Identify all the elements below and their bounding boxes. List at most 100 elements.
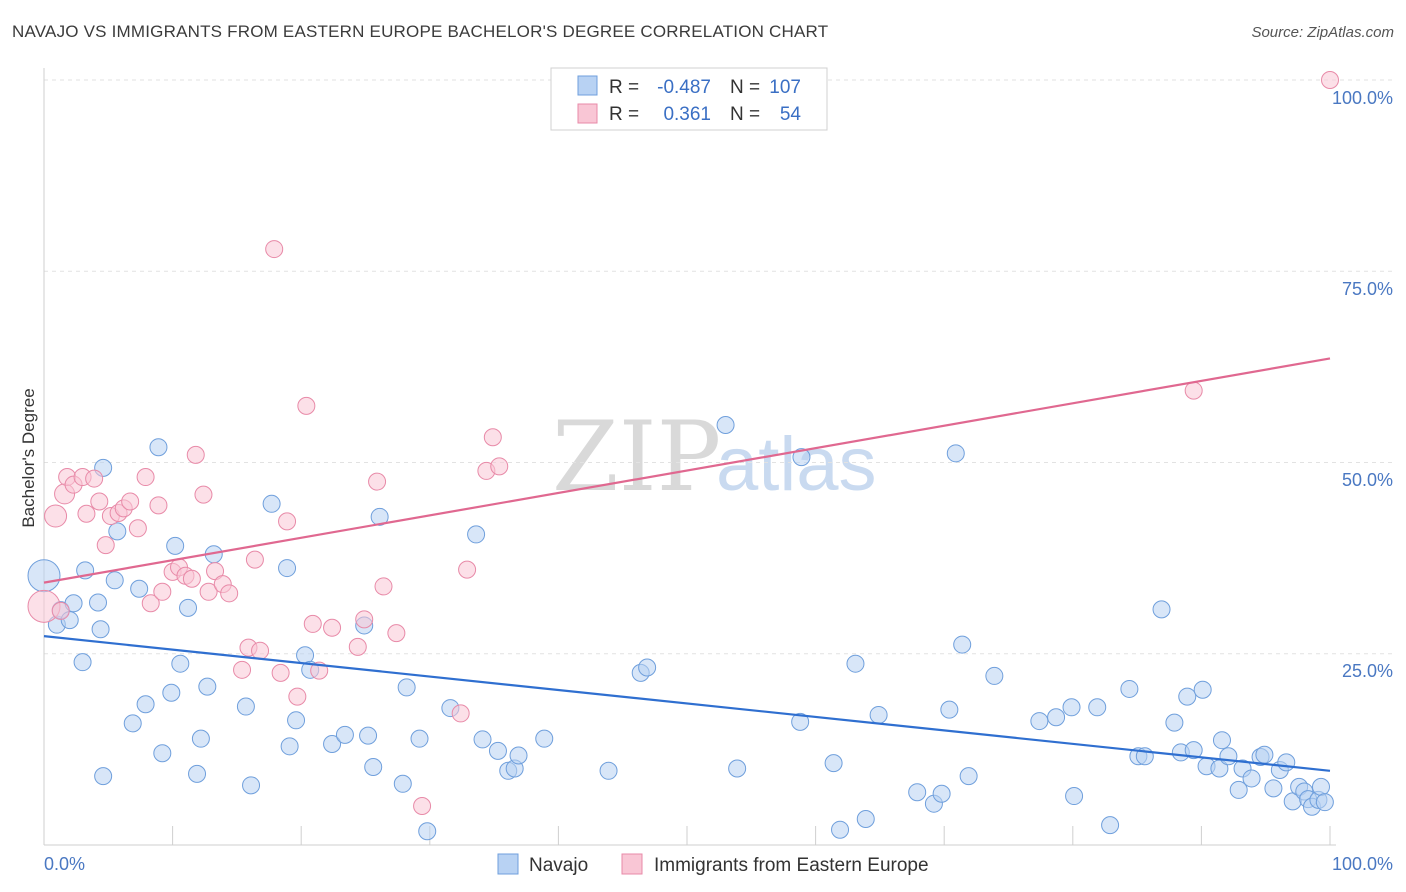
navajo-point [959,767,978,786]
navajo-point [846,654,865,673]
navajo-point [488,741,507,760]
navajo-point [1101,816,1120,835]
navajo-point [940,700,959,719]
immigrants-point [251,641,270,660]
immigrants-point [153,582,172,601]
navajo-point [1088,698,1107,717]
immigrants-point [194,485,213,504]
chart-title: NAVAJO VS IMMIGRANTS FROM EASTERN EUROPE… [12,22,829,41]
navajo-points [27,416,1334,841]
navajo-point [473,730,492,749]
immigrants-point [368,472,387,491]
navajo-point [410,729,429,748]
navajo-point [1219,747,1238,766]
navajo-point [638,658,657,677]
navajo-point [1193,680,1212,699]
navajo-point [370,507,389,526]
immigrants-point [128,519,147,538]
navajo-point [1184,741,1203,760]
source-label: Source: ZipAtlas.com [1251,24,1394,41]
immigrants-point [51,601,70,620]
correlation-legend: R = -0.487 N = 107 R = 0.361 N = 54 [550,67,828,131]
navajo-point [1311,777,1330,796]
navajo-point [359,726,378,745]
navajo-point [728,759,747,778]
navajo-point [73,653,92,672]
series-legend-swatch-navajo [497,853,519,875]
navajo-point [1315,793,1334,812]
navajo-point [1264,779,1283,798]
navajo-point [824,754,843,773]
navajo-point [1120,679,1139,698]
immigrants-point [265,240,284,259]
navajo-point [364,757,383,776]
immigrants-trend-line [43,357,1331,584]
navajo-point [153,744,172,763]
navajo-point [1062,698,1081,717]
legend-r-label: R = [609,104,639,125]
navajo-point [1065,787,1084,806]
navajo-point [791,712,810,731]
navajo-point [953,635,972,654]
trend-lines [43,357,1331,772]
immigrants-point [374,577,393,596]
immigrants-point [121,492,140,511]
navajo-point [262,494,281,513]
navajo-point [27,559,61,593]
immigrants-point [44,504,68,528]
x-tick-label: 0.0% [44,854,85,874]
navajo-point [130,579,149,598]
navajo-point [599,761,618,780]
y-axis-title: Bachelor's Degree [19,388,38,527]
series-legend-immigrants: Immigrants from Eastern Europe [654,855,929,876]
navajo-point [149,438,168,457]
immigrants-point [451,704,470,723]
immigrants-point [297,396,316,415]
immigrants-point [355,610,374,629]
immigrants-point [348,637,367,656]
immigrants-point [1321,71,1339,89]
navajo-point [418,822,437,841]
legend-r-label: R = [609,77,639,98]
series-legend-navajo: Navajo [529,855,588,876]
immigrants-point [136,468,155,487]
navajo-point [280,737,299,756]
legend-immigrants-n: 54 [780,104,802,125]
immigrants-point [199,582,218,601]
navajo-point [1212,731,1231,750]
navajo-point [89,593,108,612]
immigrants-point [1184,381,1203,400]
series-legend-swatch-immigrants [621,853,643,875]
navajo-point [716,416,735,435]
grid [44,79,1392,655]
navajo-point [1030,712,1049,731]
series-legend: Navajo Immigrants from Eastern Europe [497,853,929,876]
y-tick-label: 25.0% [1342,661,1393,681]
navajo-point [467,525,486,544]
immigrants-points [27,71,1339,815]
navajo-point [171,654,190,673]
navajo-point [105,571,124,590]
watermark-zip: ZIP [552,401,721,513]
immigrants-point [278,512,297,531]
navajo-point [287,711,306,730]
immigrants-point [96,536,115,555]
navajo-point [94,767,113,786]
legend-swatch-immigrants [577,103,598,124]
navajo-point [162,683,181,702]
navajo-point [1152,600,1171,619]
navajo-point [509,746,528,765]
legend-swatch-navajo [577,75,598,96]
navajo-point [1277,753,1296,772]
navajo-point [191,729,210,748]
navajo-point [136,695,155,714]
navajo-point [397,678,416,697]
navajo-point [985,666,1004,685]
immigrants-point [387,624,406,643]
navajo-point [1242,769,1261,788]
legend-n-label: N = [730,77,760,98]
navajo-point [1255,745,1274,764]
immigrants-point [220,584,239,603]
immigrants-point [141,594,160,613]
navajo-point [932,784,951,803]
